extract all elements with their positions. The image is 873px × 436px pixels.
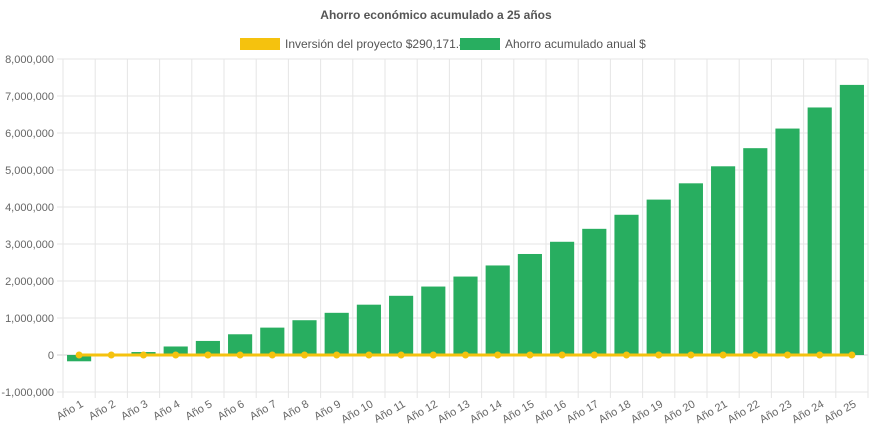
point-investment [301,351,308,359]
y-tick-label: 5,000,000 [5,165,54,177]
point-investment [687,351,695,359]
point-investment [365,351,373,359]
legend-item-investment[interactable]: Inversión del proyecto $290,171.46 [240,37,473,51]
x-tick-label: Año 12 [404,398,440,426]
bar-savings [646,199,671,355]
legend: Inversión del proyecto $290,171.46 Ahorr… [240,37,646,51]
bar-savings [517,253,542,355]
point-investment [429,351,437,359]
point-investment [107,351,115,359]
x-tick-label: Año 17 [565,398,601,426]
x-tick-label: Año 25 [822,398,858,426]
bar-savings [550,241,575,355]
bar-savings [324,312,349,355]
x-tick-label: Año 14 [468,398,504,426]
point-investment [655,351,663,359]
bar-savings [807,107,832,355]
point-investment [751,351,759,359]
point-investment [172,351,180,359]
x-tick-label: Año 15 [500,398,536,426]
point-investment [75,351,83,359]
bar-savings [839,84,864,356]
point-investment [494,351,502,359]
x-tick-label: Año 20 [661,398,697,426]
bar-savings [582,228,607,355]
y-tick-label: -1,000,000 [1,387,54,399]
point-investment [140,351,147,359]
y-tick-label: 8,000,000 [5,54,54,66]
bar-savings [292,320,317,355]
gridlines [57,58,869,398]
x-tick-label: Año 3 [119,398,150,423]
x-tick-label: Año 18 [597,398,633,426]
point-investment [204,351,212,359]
legend-item-savings[interactable]: Ahorro acumulado anual $ [460,37,646,51]
bar-savings [195,340,220,355]
y-axis-ticks: 8,000,000 7,000,000 6,000,000 5,000,000 4,00… [1,54,54,399]
legend-swatch-investment [240,38,280,50]
x-tick-label: Año 21 [693,398,729,426]
bar-savings [775,128,800,355]
bar-savings [356,304,381,355]
x-tick-label: Año 1 [55,398,86,423]
x-tick-label: Año 19 [629,398,665,426]
x-tick-label: Año 7 [248,398,279,423]
bar-savings [743,148,768,355]
point-investment [526,351,534,359]
x-tick-label: Año 4 [151,398,182,423]
x-tick-label: Año 11 [372,398,407,425]
x-tick-label: Año 9 [312,398,343,423]
legend-label-savings: Ahorro acumulado anual $ [505,37,646,51]
bar-savings [711,166,736,355]
x-tick-label: Año 24 [790,398,826,426]
bar-savings [421,286,446,355]
x-tick-label: Año 8 [280,398,311,423]
point-investment [558,351,566,359]
x-tick-label: Año 22 [726,398,762,426]
bar-savings [228,334,253,355]
point-investment [268,351,276,359]
bar-savings [614,214,639,355]
y-tick-label: 0 [48,350,54,362]
point-investment [397,351,405,359]
bar-savings [389,295,414,355]
line-series [75,351,856,359]
x-tick-label: Año 6 [216,398,247,423]
bar-savings [163,346,188,355]
point-investment [719,351,727,359]
x-tick-label: Año 10 [339,398,375,426]
point-investment [462,351,469,359]
y-tick-label: 6,000,000 [5,128,54,140]
point-investment [590,351,598,359]
bar-series [67,84,864,362]
y-tick-label: 4,000,000 [5,202,54,214]
x-tick-label: Año 13 [436,398,472,426]
x-tick-label: Año 23 [758,398,794,426]
legend-swatch-savings [460,38,500,50]
x-tick-label: Año 16 [532,398,568,426]
point-investment [333,351,341,359]
y-tick-label: 3,000,000 [5,239,54,251]
y-tick-label: 1,000,000 [5,313,54,325]
chart-title: Ahorro económico acumulado a 25 años [320,8,552,22]
point-investment [236,351,244,359]
x-axis-ticks: Año 1 Año 2 Año 3 Año 4 Año 5 Año 6 Año 7 Año 8… [55,398,859,426]
point-investment [848,351,856,359]
point-investment [816,351,824,359]
y-tick-label: 7,000,000 [5,91,54,103]
x-tick-label: Año 5 [184,398,215,423]
point-investment [784,351,791,359]
bar-savings [453,276,478,355]
point-investment [623,351,630,359]
bar-savings [485,265,510,355]
x-tick-label: Año 2 [87,398,118,423]
bar-savings [678,183,703,355]
bar-savings [260,327,285,355]
y-tick-label: 2,000,000 [5,276,54,288]
legend-label-investment: Inversión del proyecto $290,171.46 [285,37,473,51]
